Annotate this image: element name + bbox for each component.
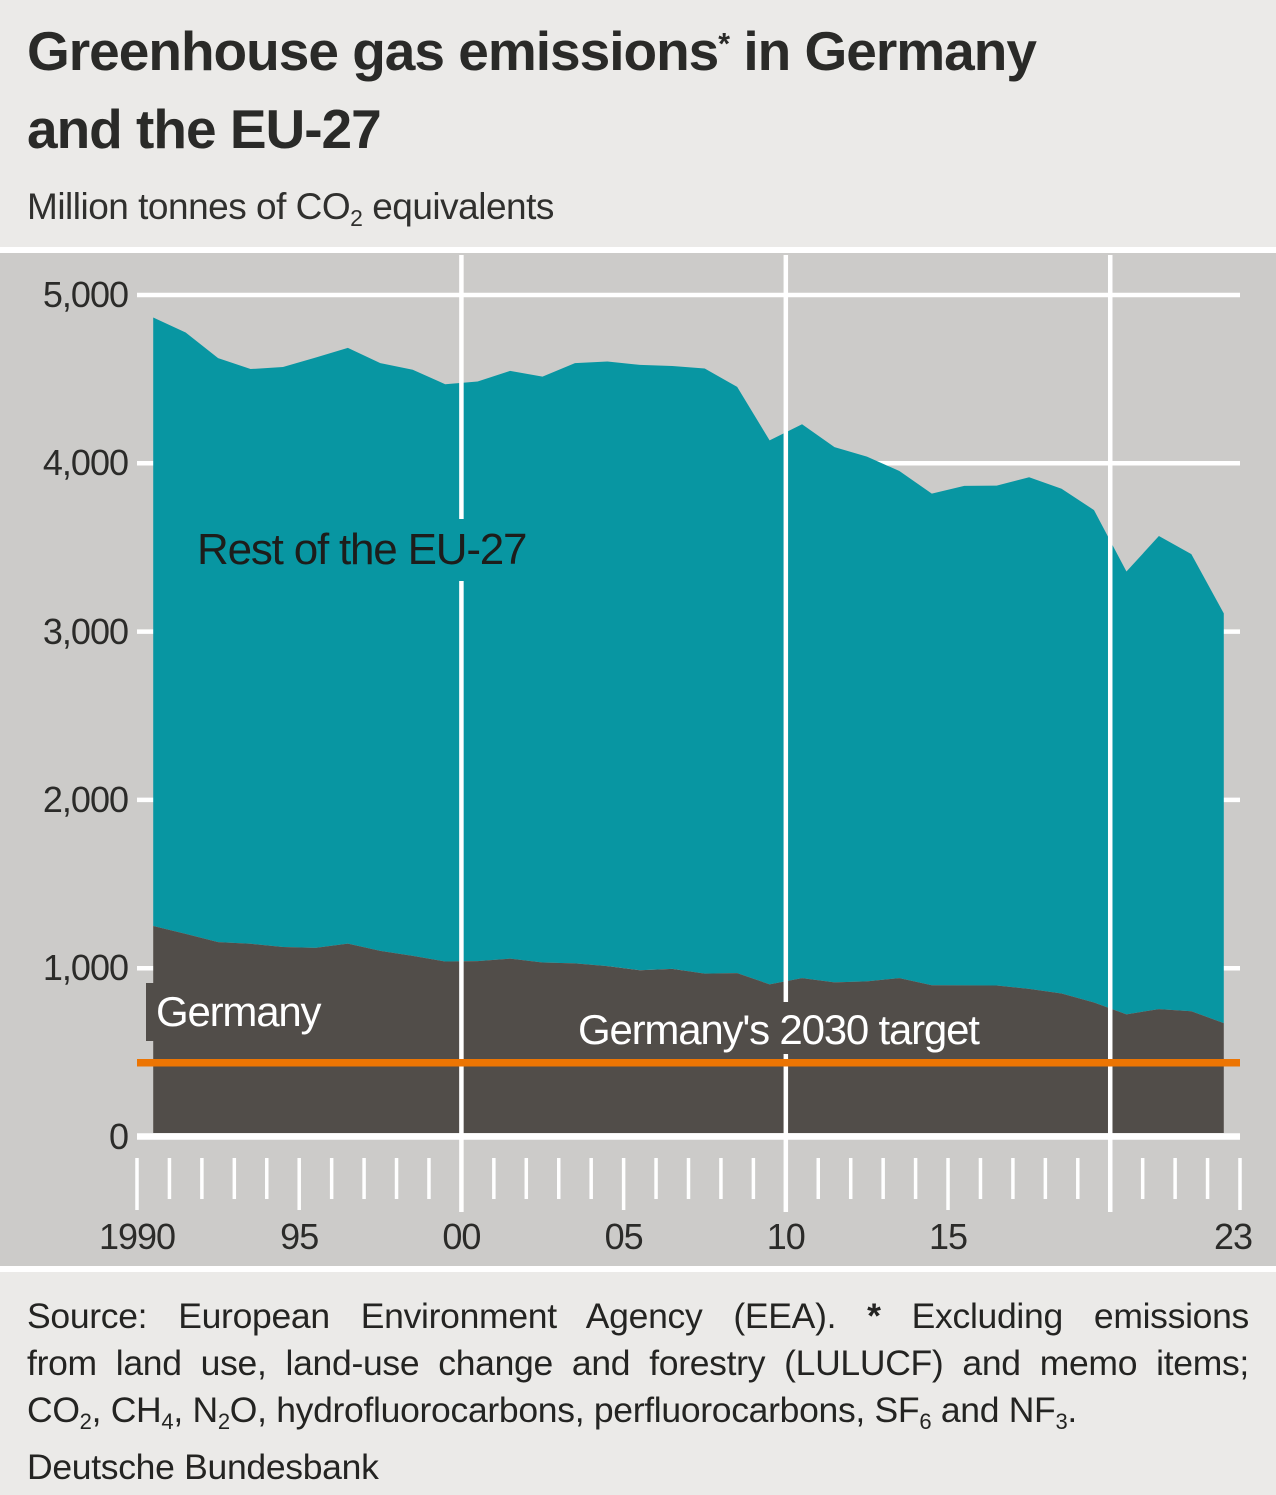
- area-rest-of-eu27: [153, 317, 1224, 1024]
- page-title-line-1: Greenhouse gas emissions* in Germany: [27, 20, 1037, 82]
- x-axis-label-00: 00: [442, 1216, 481, 1257]
- y-axis-label-0: 0: [108, 1115, 129, 1157]
- y-axis-label-5,000: 5,000: [42, 274, 129, 315]
- series-label-rest-of-eu27: Rest of the EU-27: [186, 519, 538, 581]
- series-label-germany: Germany: [146, 983, 331, 1041]
- x-axis-label-10: 10: [766, 1216, 806, 1257]
- panel-footer-divider: [0, 1266, 1276, 1272]
- chart-unit-subtitle: Million tonnes of CO2 equivalents: [27, 186, 554, 231]
- y-axis-label-2,000: 2,000: [42, 778, 129, 820]
- x-axis-label-05: 05: [604, 1216, 644, 1257]
- stacked-area-chart: [135, 255, 1242, 1212]
- y-axis-label-4,000: 4,000: [42, 442, 129, 484]
- page-title-line-2: and the EU-27: [27, 98, 382, 160]
- source-note-line-2: from land use, land-use change and fores…: [27, 1343, 1249, 1383]
- header-panel-divider: [0, 247, 1276, 253]
- chart-footer: Source: European Environment Agency (EEA…: [0, 1272, 1276, 1495]
- x-axis-label-15: 15: [928, 1216, 968, 1257]
- x-axis-label-1990: 1990: [98, 1216, 176, 1257]
- x-axis-label-23: 23: [1213, 1216, 1253, 1257]
- publisher-name: Deutsche Bundesbank: [27, 1447, 379, 1487]
- source-note-line-1: Source: European Environment Agency (EEA…: [27, 1296, 1250, 1336]
- x-axis-label-95: 95: [280, 1216, 319, 1257]
- target-line-label: Germany's 2030 target: [566, 1002, 991, 1054]
- source-note-line-3: CO2, CH4, N2O, hydrofluorocarbons, perfl…: [27, 1390, 1077, 1434]
- y-axis-label-1,000: 1,000: [42, 947, 129, 989]
- chart-header: Greenhouse gas emissions* in Germany and…: [0, 0, 1276, 247]
- y-axis-label-3,000: 3,000: [42, 610, 129, 652]
